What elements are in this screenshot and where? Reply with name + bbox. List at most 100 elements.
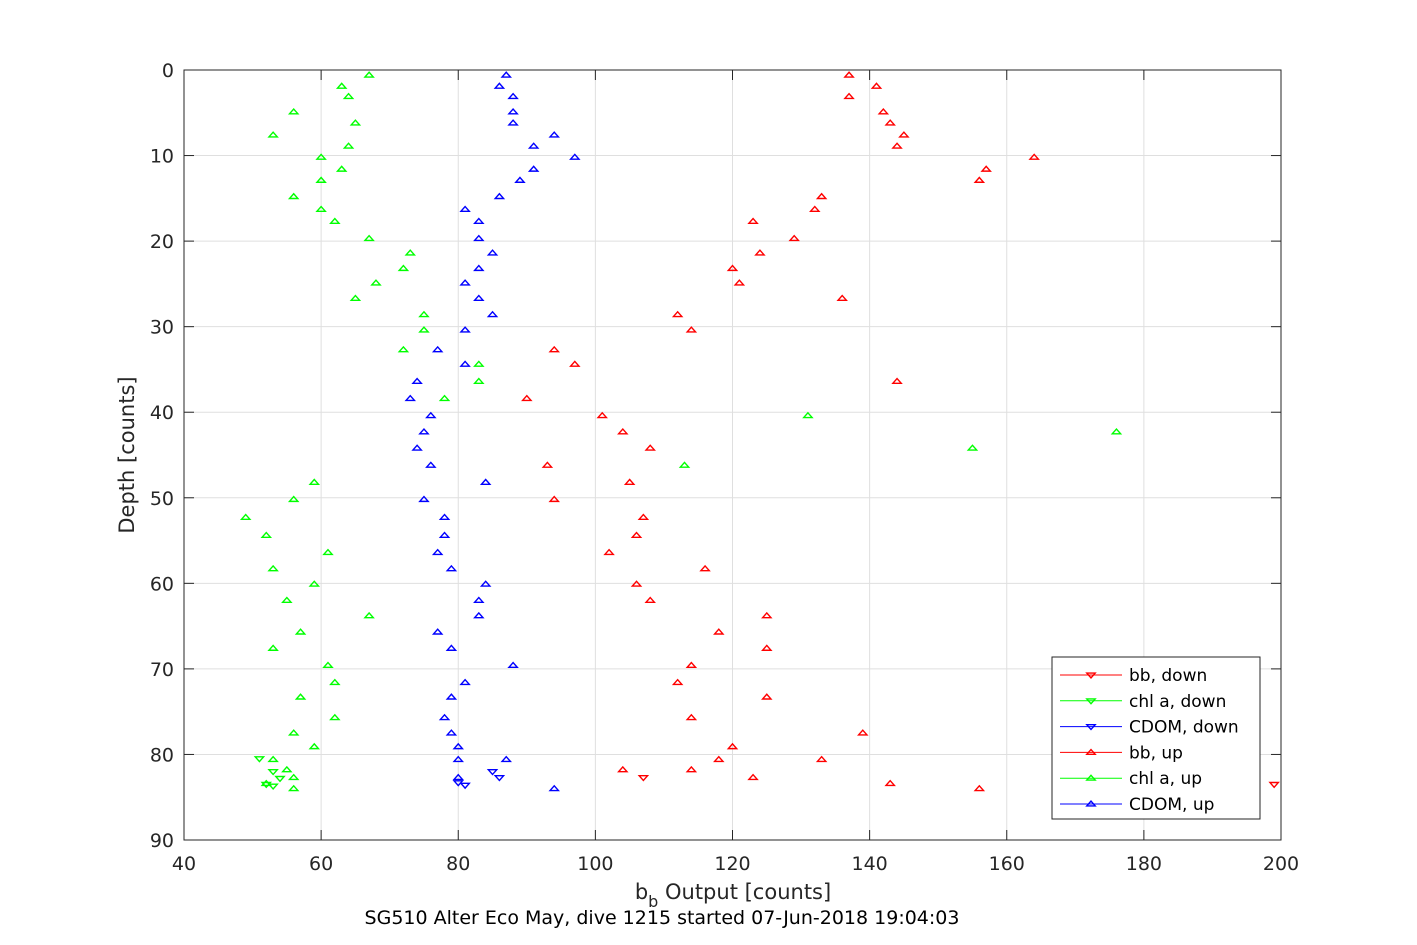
y-tick-label: 10	[150, 146, 174, 168]
data-point	[754, 249, 766, 256]
data-point	[527, 165, 540, 172]
data-point	[857, 729, 869, 736]
data-point	[308, 742, 321, 750]
data-point	[397, 345, 410, 353]
data-point	[349, 119, 362, 126]
data-point	[404, 394, 417, 402]
data-point	[966, 444, 979, 451]
data-point	[699, 564, 711, 572]
data-point	[637, 774, 650, 782]
legend-marker	[1085, 748, 1097, 755]
data-point	[527, 142, 540, 149]
data-point	[411, 444, 423, 451]
data-point	[459, 360, 471, 367]
y-tick-label: 0	[162, 60, 174, 82]
data-point	[452, 773, 464, 781]
x-axis-label: bb Output [counts]	[635, 880, 831, 911]
data-point	[884, 119, 896, 126]
data-point	[671, 678, 684, 686]
data-point	[294, 693, 307, 700]
data-point	[274, 775, 286, 783]
data-point	[473, 217, 485, 225]
series-bb-down	[637, 774, 1280, 789]
data-point	[267, 768, 279, 776]
data-point	[637, 513, 650, 521]
data-point	[445, 693, 458, 700]
data-point	[349, 294, 362, 302]
legend-marker	[1085, 698, 1097, 705]
data-point	[1110, 427, 1123, 435]
data-point	[260, 531, 273, 539]
data-point	[267, 783, 279, 791]
legend-marker	[1085, 672, 1097, 679]
legend-item: chl a, up	[1060, 769, 1202, 789]
data-point	[363, 611, 375, 619]
data-point	[884, 779, 896, 787]
legend: bb, down chl a, down CDOM, down bb, up chl a…	[1051, 656, 1261, 820]
data-point	[843, 92, 855, 100]
data-point	[267, 644, 279, 651]
data-point	[473, 611, 485, 619]
series-chl-a-up	[239, 71, 1123, 792]
data-point	[315, 153, 327, 160]
data-point	[479, 478, 492, 485]
data-point	[486, 768, 499, 776]
data-point	[342, 92, 355, 100]
data-point	[425, 411, 437, 419]
x-tick-label: 120	[714, 853, 750, 875]
data-point	[815, 192, 828, 200]
data-point	[452, 755, 464, 763]
data-point	[459, 205, 471, 213]
data-point	[445, 644, 458, 651]
data-series	[239, 71, 1280, 792]
data-point	[486, 249, 499, 256]
data-point	[548, 784, 560, 792]
data-point	[891, 377, 903, 385]
data-point	[431, 628, 444, 635]
data-point	[342, 142, 355, 149]
y-tick-label: 30	[150, 317, 174, 339]
data-point	[418, 427, 430, 435]
data-point	[685, 765, 698, 773]
data-point	[473, 264, 485, 272]
x-tick-label: 40	[172, 853, 196, 875]
data-point	[267, 131, 279, 138]
data-point	[479, 580, 492, 587]
data-point	[431, 345, 444, 353]
data-point	[617, 427, 629, 435]
data-point	[287, 192, 300, 200]
data-point	[260, 779, 273, 787]
data-point	[473, 294, 485, 302]
x-tick-label: 60	[309, 853, 333, 875]
data-point	[548, 345, 560, 353]
data-point	[541, 461, 554, 468]
legend-item: CDOM, down	[1060, 718, 1239, 738]
data-point	[493, 82, 506, 89]
data-point	[898, 131, 910, 138]
legend-box	[1051, 656, 1261, 820]
data-point	[843, 71, 855, 78]
data-point	[870, 82, 883, 89]
legend-label: bb, down	[1129, 666, 1207, 686]
data-point	[713, 628, 725, 635]
y-tick-label: 60	[150, 573, 174, 595]
data-point	[747, 773, 759, 781]
data-point	[287, 773, 300, 781]
x-axis-label-subscript: b	[648, 892, 658, 911]
data-point	[836, 294, 848, 302]
data-point	[630, 531, 643, 539]
data-point	[411, 377, 423, 385]
data-point	[761, 693, 773, 700]
y-tick-label: 90	[150, 830, 174, 852]
series-bb-up	[521, 71, 1040, 792]
legend-item: chl a, down	[1060, 692, 1226, 712]
data-point	[644, 596, 656, 604]
data-point	[445, 729, 458, 736]
data-point	[335, 165, 348, 172]
data-point	[973, 176, 986, 183]
data-point	[521, 394, 533, 402]
data-point	[603, 548, 615, 556]
data-point	[973, 784, 986, 792]
data-point	[287, 107, 300, 115]
data-point	[308, 478, 321, 485]
